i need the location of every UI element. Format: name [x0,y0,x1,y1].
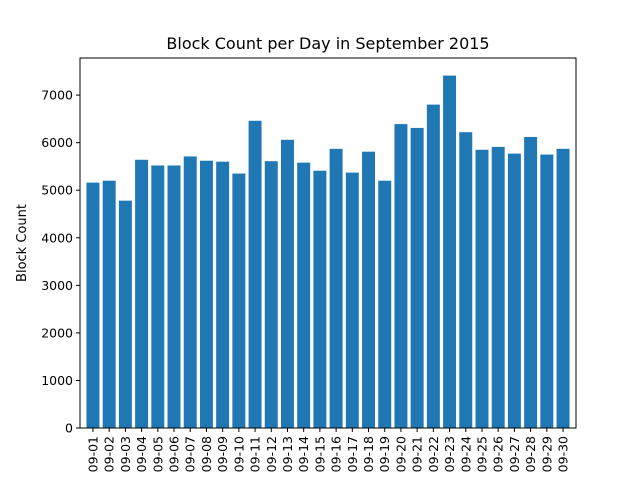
y-ticks-group: 0 1000 2000 3000 4000 5000 6000 7000 [41,88,80,436]
x-tick-label: 09-08 [199,436,214,472]
y-tick-label: 7000 [41,88,73,103]
x-tick-label: 09-06 [167,436,182,472]
bar-09-07 [183,156,197,428]
chart-title: Block Count per Day in September 2015 [166,34,489,53]
x-tick-label: 09-25 [474,436,489,472]
bar-09-15 [313,170,327,428]
bar-09-16 [329,148,343,428]
bar-09-27 [507,153,521,428]
x-ticks-group: 09-01 09-02 09-03 09-04 09-05 09-06 09-07 09-08… [85,428,571,472]
bar-09-04 [135,159,149,428]
x-tick-label: 09-30 [556,436,571,472]
y-tick-label: 0 [65,421,73,436]
bar-09-02 [102,180,116,428]
x-tick-label: 09-04 [134,436,149,472]
x-tick-label: 09-24 [458,436,473,472]
bar-09-08 [199,160,213,428]
bar-09-14 [297,162,311,428]
bar-09-22 [426,104,440,429]
x-tick-label: 09-15 [312,436,327,472]
bar-09-19 [378,180,392,428]
bar-09-11 [248,120,262,428]
bar-09-13 [280,139,294,429]
bar-09-29 [540,154,554,429]
x-tick-label: 09-16 [329,436,344,472]
bar-09-21 [410,127,424,428]
x-tick-label: 09-17 [345,436,360,472]
bar-09-28 [524,136,538,428]
x-tick-label: 09-03 [118,436,133,472]
plot-frame [79,57,577,429]
bar-09-03 [118,200,132,428]
y-tick-label: 4000 [41,230,73,245]
bar-09-26 [491,146,505,428]
x-tick-label: 09-14 [296,436,311,472]
bar-09-10 [232,173,246,428]
x-tick-label: 09-28 [523,436,538,472]
bar-09-20 [394,124,408,429]
y-tick-label: 3000 [41,278,73,293]
y-tick-label: 5000 [41,183,73,198]
x-tick-label: 09-13 [280,436,295,472]
x-tick-label: 09-19 [377,436,392,472]
bar-09-24 [459,132,473,428]
bar-09-18 [362,151,376,428]
bar-09-09 [216,161,230,428]
x-tick-label: 09-29 [539,436,554,472]
y-axis-label: Block Count [15,204,30,282]
x-tick-label: 09-09 [215,436,230,472]
y-tick-label: 1000 [41,373,73,388]
x-tick-label: 09-18 [361,436,376,472]
x-tick-label: 09-22 [426,436,441,472]
x-tick-label: 09-27 [507,436,522,472]
bar-09-30 [556,148,570,428]
bar-09-17 [345,172,359,428]
x-tick-label: 09-02 [102,436,117,472]
bar-09-25 [475,149,489,429]
bar-09-05 [151,165,165,429]
x-tick-label: 09-05 [150,436,165,472]
x-tick-label: 09-23 [442,436,457,472]
x-tick-label: 09-10 [231,436,246,472]
x-tick-label: 09-01 [85,436,100,472]
bar-09-23 [443,75,457,428]
y-tick-label: 2000 [41,325,73,340]
bar-09-06 [167,165,181,429]
x-tick-label: 09-11 [248,436,263,472]
y-tick-label: 6000 [41,135,73,150]
bars-group [86,75,570,429]
x-tick-label: 09-07 [183,436,198,472]
x-tick-label: 09-12 [264,436,279,472]
bar-09-12 [264,161,278,428]
x-tick-label: 09-20 [393,436,408,472]
x-tick-label: 09-26 [491,436,506,472]
bar-09-01 [86,182,100,428]
x-tick-label: 09-21 [410,436,425,472]
